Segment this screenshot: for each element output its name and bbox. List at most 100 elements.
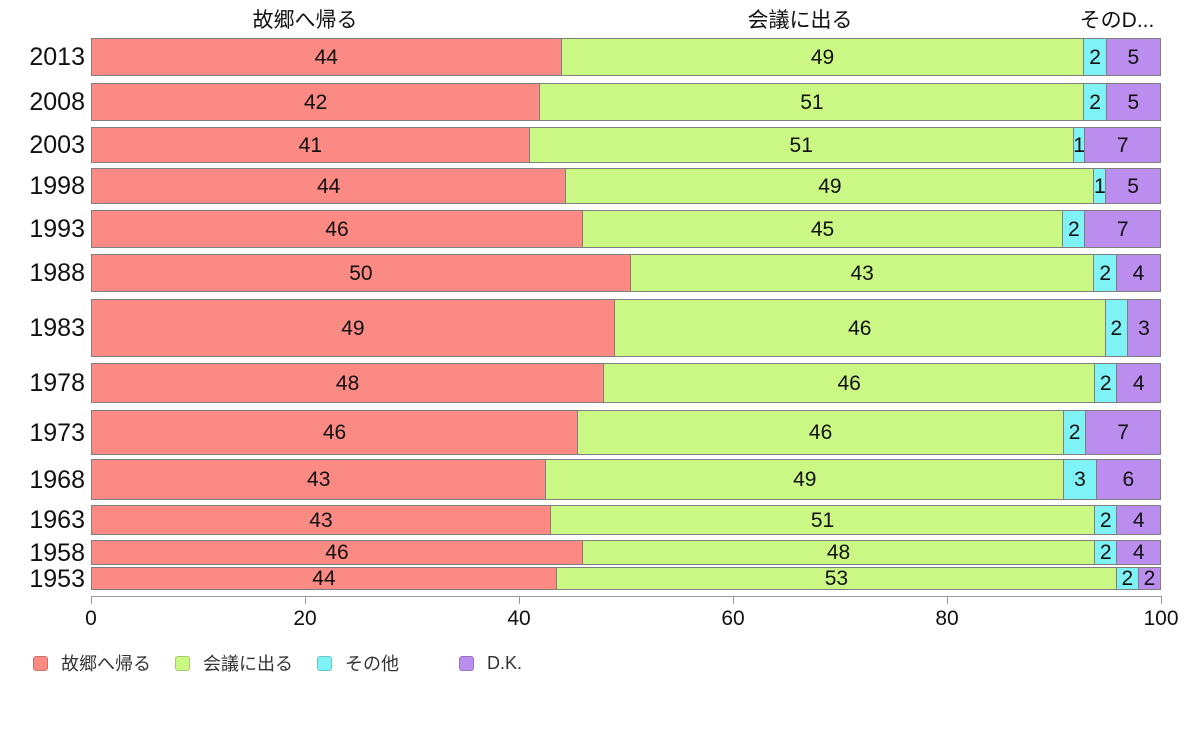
bar-value-label: 42: [303, 90, 328, 114]
bar-segment: 2: [1094, 505, 1118, 535]
axis-tick-label: 60: [721, 607, 745, 630]
bar-value-label: 48: [826, 541, 851, 564]
axis-tick: [947, 596, 948, 604]
bar-value-label: 45: [810, 217, 835, 241]
bar-segment: 51: [549, 505, 1096, 535]
axis-tick: [1161, 596, 1162, 604]
year-label: 2003: [29, 131, 85, 159]
axis-tick: [305, 596, 306, 604]
legend-label: 会議に出る: [203, 654, 293, 674]
legend: 故郷へ帰る 会議に出る その他 D.K.: [33, 650, 601, 676]
bar-value-label: 44: [316, 174, 341, 198]
bar-value-label: 2: [1089, 90, 1101, 114]
bar-value-label: 2: [1110, 316, 1123, 340]
bar-value-label: 1: [1073, 133, 1085, 157]
legend-swatch-icon: [317, 655, 332, 671]
bar-segment: 2: [1062, 210, 1086, 248]
bar-segment: 46: [613, 299, 1106, 357]
bar-row: 41 51 1 7: [91, 127, 1162, 163]
bar-segment: 4: [1115, 254, 1161, 292]
year-label: 1978: [29, 369, 85, 397]
bar-segment: 5: [1105, 83, 1161, 121]
bar-segment: 2: [1104, 299, 1129, 357]
year-label: 1953: [29, 564, 85, 593]
axis-tick-label: 80: [935, 607, 959, 630]
year-label: 1998: [29, 172, 85, 200]
bar-row: 43 51 2 4: [91, 505, 1161, 535]
legend-item-4[interactable]: D.K.: [459, 653, 601, 674]
bar-value-label: 4: [1132, 261, 1145, 285]
bar-segment: 45: [581, 210, 1064, 248]
bar-segment: 2: [1083, 38, 1107, 76]
bar-value-label: 2: [1099, 371, 1112, 395]
bar-value-label: 4: [1132, 508, 1145, 532]
bar-row: 42 51 2 5: [91, 83, 1161, 121]
bar-segment: 46: [91, 210, 583, 248]
bar-segment: 4: [1116, 363, 1161, 403]
legend-label: D.K.: [487, 652, 523, 673]
bar-segment: 51: [528, 127, 1074, 163]
bar-segment: 7: [1084, 127, 1162, 163]
bar-segment: 2: [1094, 540, 1118, 565]
bar-value-label: 5: [1127, 45, 1140, 69]
bar-segment: 46: [91, 540, 583, 565]
bar-segment: 44: [91, 38, 562, 76]
bar-row: 48 46 2 4: [91, 363, 1161, 403]
bar-value-label: 6: [1122, 468, 1135, 491]
bar-value-label: 2: [1067, 217, 1080, 241]
bar-value-label: 53: [824, 567, 849, 590]
bar-value-label: 2: [1089, 45, 1101, 69]
bar-value-label: 43: [850, 261, 874, 285]
bar-segment: 48: [581, 540, 1096, 565]
axis-tick: [91, 596, 92, 604]
bar-value-label: 46: [808, 421, 833, 444]
bar-row: 46 45 2 7: [91, 210, 1161, 248]
bar-segment: 5: [1105, 38, 1161, 76]
axis-tick: [733, 596, 734, 604]
bar-value-label: 46: [325, 541, 349, 564]
bar-segment: 2: [1093, 254, 1117, 292]
bar-segment: 46: [91, 410, 579, 455]
column-header: そのD...: [1079, 9, 1155, 32]
bar-segment: 2: [1137, 567, 1161, 590]
year-label: 1983: [29, 314, 85, 342]
bar-value-label: 2: [1068, 421, 1081, 444]
year-label: 2008: [29, 88, 85, 116]
bar-row: 44 49 1 5: [91, 168, 1161, 204]
bar-row: 46 48 2 4: [91, 540, 1161, 565]
bar-segment: 7: [1085, 410, 1161, 455]
column-header: 故郷へ帰る: [252, 9, 358, 32]
bar-value-label: 48: [335, 371, 360, 395]
bar-value-label: 2: [1099, 541, 1112, 564]
bar-segment: 43: [91, 459, 547, 500]
bar-segment: 46: [603, 363, 1096, 403]
bar-value-label: 44: [312, 567, 336, 590]
year-label: 1993: [29, 215, 85, 243]
bar-segment: 50: [91, 254, 631, 292]
bar-value-label: 2: [1099, 508, 1112, 532]
bar-value-label: 5: [1127, 174, 1139, 198]
bar-segment: 44: [91, 567, 557, 590]
legend-item-1[interactable]: 故郷へ帰る: [33, 650, 175, 676]
bar-segment: 42: [91, 83, 541, 121]
legend-swatch-icon: [175, 655, 190, 671]
bar-segment: 48: [91, 363, 605, 403]
year-label: 2013: [29, 43, 85, 71]
bar-segment: 2: [1115, 567, 1139, 590]
bar-segment: 41: [91, 127, 530, 163]
bar-segment: 2: [1094, 363, 1118, 403]
legend-item-3[interactable]: その他: [317, 650, 459, 676]
legend-swatch-icon: [459, 655, 474, 671]
legend-item-2[interactable]: 会議に出る: [175, 650, 317, 676]
bar-segment: 46: [577, 410, 1065, 455]
bar-value-label: 3: [1074, 468, 1086, 491]
bar-segment: 44: [91, 168, 567, 204]
bar-value-label: 1: [1093, 174, 1106, 198]
year-label: 1958: [29, 538, 85, 567]
bar-value-label: 51: [789, 133, 813, 157]
bar-row: 49 46 2 3: [91, 299, 1161, 357]
legend-label: その他: [345, 654, 399, 674]
axis-tick-label: 20: [293, 607, 317, 630]
axis-tick-label: 40: [507, 607, 531, 630]
